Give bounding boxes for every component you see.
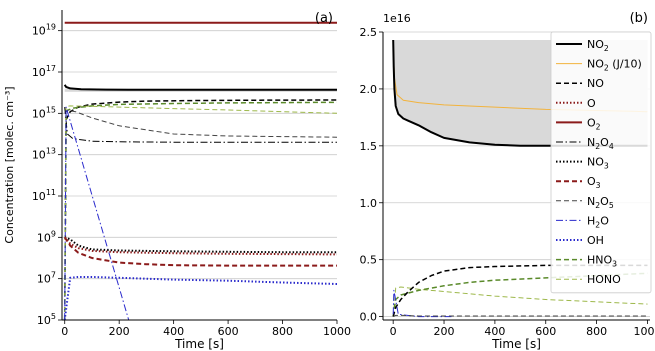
panel-a-ytick-label: 1017: [32, 64, 56, 79]
panel-a-xlabel: Time [s]: [174, 337, 224, 351]
panel-b-axes: [382, 32, 650, 321]
panel-a-xtick-label: 800: [272, 325, 293, 338]
legend-label-hno3: HNO3: [587, 254, 617, 269]
legend-label-no2j: NO2 (J/10): [587, 58, 642, 73]
panel-b-xtick-label: 600: [535, 325, 556, 338]
panel-b-xtick-label: 400: [484, 325, 505, 338]
panel-a-series-oh: [63, 276, 337, 320]
panel-b-xtick-label: 0: [390, 325, 397, 338]
panel-b-legend: NO2 NO2 (J/10) NO O O2 N2O4 NO3 O3 N2O5 H2O OH HNO3…: [550, 31, 652, 294]
panel-a-xtick-label: 600: [218, 325, 239, 338]
legend-label-n2o4: N2O4: [587, 136, 614, 151]
legend-label-o: O: [587, 97, 596, 110]
legend-label-hono: HONO: [587, 273, 621, 286]
panel-b-series-no2: [392, 39, 648, 147]
panel-b-ytick-label: 0.0: [360, 311, 378, 324]
panel-a-ytick-label: 109: [37, 229, 56, 244]
panel-a-series-o: [63, 236, 337, 256]
panel-b-label: (b): [630, 11, 648, 26]
panel-a-ytick-label: 107: [37, 271, 56, 286]
panel-a-xtick-label: 400: [163, 325, 184, 338]
panel-b-xlabel: Time [s]: [491, 337, 541, 351]
panel-a-series-n2o4: [64, 107, 337, 143]
panel-a-series-hno3: [63, 101, 337, 320]
legend-label-no: NO: [587, 77, 604, 90]
panel-a-label: (a): [315, 11, 333, 26]
panel-b: 0.0 0.5 1.0 1.5 2.0 2.5 0 200 400 600 800 1000 1e16…: [360, 11, 655, 351]
panel-b-series-n2o5: [392, 314, 648, 318]
panel-b-ytick-label: 0.5: [360, 254, 378, 267]
panel-a-xtick-label: 200: [109, 325, 130, 338]
panel-a-xtick-label: 0: [61, 325, 68, 338]
panel-a-ytick-label: 1013: [32, 147, 56, 162]
panel-a-ticks: 105 107 109 1011 1013 1015 1017 1019 0 200 400 600 8…: [32, 23, 351, 338]
legend-label-o3: O3: [587, 175, 601, 190]
panel-a-series-hono: [64, 105, 337, 320]
panel-a-series-h2o: [64, 106, 130, 320]
panel-b-ticks: 0.0 0.5 1.0 1.5 2.0 2.5 0 200 400 600 800 1000: [360, 26, 655, 338]
panel-b-offset-text: 1e16: [383, 12, 411, 25]
legend-label-oh: OH: [587, 234, 604, 247]
panel-b-series-h2o: [392, 289, 453, 318]
legend-label-no2: NO2: [587, 38, 609, 53]
panel-a-series-n2o5: [64, 109, 337, 138]
legend-box: [550, 31, 652, 294]
panel-a-series-o3: [63, 236, 337, 267]
panel-a-ytick-label: 1019: [32, 23, 56, 38]
panel-a-ytick-label: 1015: [32, 105, 56, 120]
panel-a-series-no2: [63, 84, 337, 91]
panel-b-ytick-label: 2.5: [360, 26, 378, 39]
panel-a-ytick-label: 105: [37, 312, 56, 327]
panel-b-series-no: [392, 264, 648, 317]
panel-b-ytick-label: 1.0: [360, 197, 378, 210]
legend-label-h2o: H2O: [587, 214, 609, 229]
legend-label-no3: NO3: [587, 156, 609, 171]
panel-a-xtick-label: 1000: [323, 325, 351, 338]
panel-a-ylabel: Concentration [molec. cm⁻³]: [3, 86, 16, 243]
legend-label-o2: O2: [587, 116, 601, 131]
panel-b-xtick-label: 200: [434, 325, 455, 338]
panel-a-axes: [61, 10, 337, 321]
panel-b-ytick-label: 2.0: [360, 83, 378, 96]
panel-b-ytick-label: 1.5: [360, 140, 378, 153]
legend-label-n2o5: N2O5: [587, 195, 614, 210]
panel-a-series: [63, 21, 337, 320]
panel-b-xtick-label: 1000: [633, 325, 655, 338]
panel-a-ytick-label: 1011: [32, 188, 56, 203]
panel-a: 105 107 109 1011 1013 1015 1017 1019 0 200 400 600 8…: [3, 10, 351, 351]
panel-b-xtick-label: 800: [586, 325, 607, 338]
